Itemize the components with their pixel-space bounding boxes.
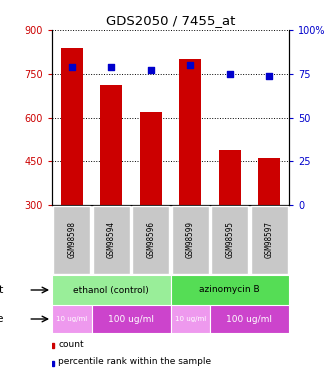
Text: 10 ug/ml: 10 ug/ml bbox=[175, 316, 206, 322]
Bar bbox=[61, 48, 83, 205]
Text: count: count bbox=[58, 340, 84, 349]
Point bbox=[69, 64, 74, 70]
Text: ethanol (control): ethanol (control) bbox=[73, 285, 149, 294]
Text: GSM98595: GSM98595 bbox=[225, 222, 234, 258]
Text: 100 ug/ml: 100 ug/ml bbox=[226, 315, 272, 324]
Bar bbox=[52, 361, 54, 366]
Point bbox=[227, 71, 232, 77]
Text: percentile rank within the sample: percentile rank within the sample bbox=[58, 357, 212, 366]
Text: 10 ug/ml: 10 ug/ml bbox=[56, 316, 87, 322]
FancyBboxPatch shape bbox=[53, 206, 90, 274]
FancyBboxPatch shape bbox=[52, 275, 170, 305]
Text: GSM98596: GSM98596 bbox=[146, 222, 155, 258]
Bar bbox=[100, 86, 122, 205]
Text: dose: dose bbox=[0, 314, 4, 324]
FancyBboxPatch shape bbox=[251, 206, 288, 274]
FancyBboxPatch shape bbox=[91, 305, 170, 333]
Text: GSM98598: GSM98598 bbox=[67, 222, 76, 258]
Bar bbox=[140, 112, 162, 205]
Text: GSM98594: GSM98594 bbox=[107, 222, 116, 258]
Point bbox=[109, 64, 114, 70]
Title: GDS2050 / 7455_at: GDS2050 / 7455_at bbox=[106, 15, 235, 27]
FancyBboxPatch shape bbox=[172, 206, 209, 274]
Bar bbox=[259, 158, 280, 205]
Text: azinomycin B: azinomycin B bbox=[200, 285, 260, 294]
Point bbox=[148, 67, 153, 73]
FancyBboxPatch shape bbox=[211, 206, 248, 274]
Text: 100 ug/ml: 100 ug/ml bbox=[108, 315, 154, 324]
Bar bbox=[52, 344, 54, 348]
Point bbox=[266, 72, 272, 78]
FancyBboxPatch shape bbox=[132, 206, 169, 274]
Bar bbox=[219, 150, 241, 205]
Text: GSM98597: GSM98597 bbox=[265, 222, 274, 258]
FancyBboxPatch shape bbox=[210, 305, 289, 333]
Text: agent: agent bbox=[0, 285, 4, 295]
Text: GSM98599: GSM98599 bbox=[186, 222, 195, 258]
FancyBboxPatch shape bbox=[93, 206, 130, 274]
Bar bbox=[179, 59, 201, 205]
FancyBboxPatch shape bbox=[170, 305, 210, 333]
FancyBboxPatch shape bbox=[170, 275, 289, 305]
Point bbox=[188, 62, 193, 68]
FancyBboxPatch shape bbox=[52, 305, 91, 333]
